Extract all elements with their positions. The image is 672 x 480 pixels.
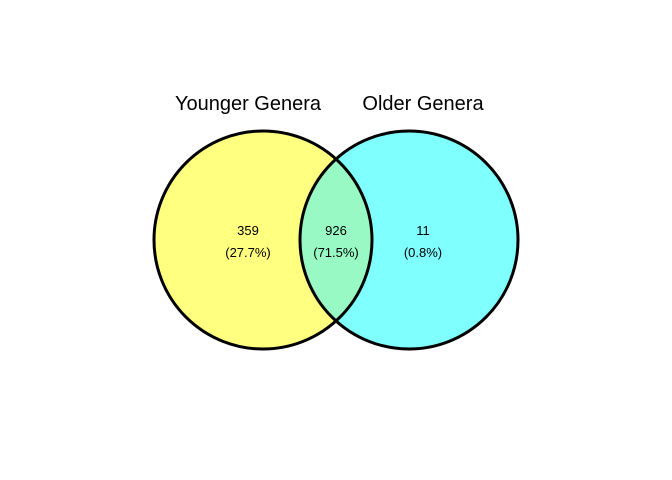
younger-genera-outline [152,129,374,351]
both-percent: (71.5%) [313,245,359,260]
older-genera-title: Older Genera [362,93,484,115]
overlap-region [300,131,372,349]
younger-only-count: 359 [237,223,259,238]
older-genera-outline [298,129,520,351]
younger-genera-title: Younger Genera [175,93,322,115]
older-only-percent: (0.8%) [404,245,442,260]
both-count: 926 [325,223,347,238]
younger-only-percent: (27.7%) [225,245,271,260]
older-only-count: 11 [416,223,430,238]
